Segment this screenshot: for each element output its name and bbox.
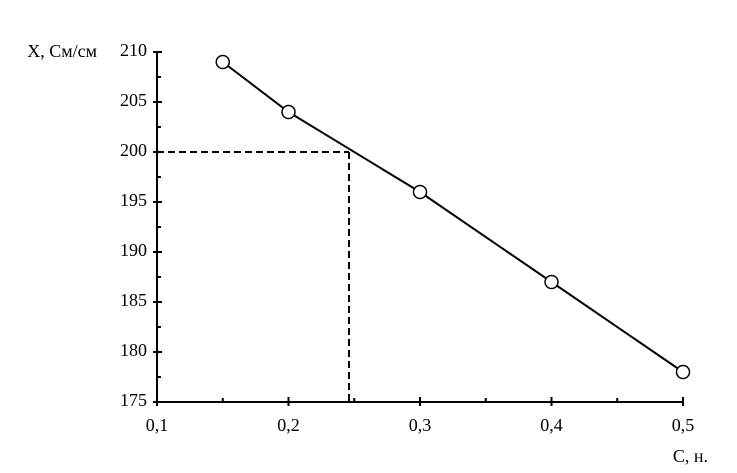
data-point <box>675 364 691 380</box>
x-tick-label: 0,4 <box>540 415 563 435</box>
x-tick-label: 0,2 <box>277 415 300 435</box>
y-tick-label: 210 <box>120 40 147 60</box>
x-tick-label: 0,3 <box>409 415 432 435</box>
y-tick-label: 195 <box>120 190 147 210</box>
x-tick-label: 0,1 <box>146 415 169 435</box>
y-tick-label: 180 <box>120 340 147 360</box>
y-axis-label: X, См/см <box>27 41 97 61</box>
y-tick-label: 175 <box>120 390 147 410</box>
data-point <box>544 274 559 290</box>
x-tick-label: 0,5 <box>672 415 695 435</box>
y-tick-label: 205 <box>120 90 147 110</box>
y-tick-label: 200 <box>120 140 147 160</box>
data-point <box>412 184 428 200</box>
data-point <box>281 104 296 120</box>
y-tick-label: 185 <box>120 290 147 310</box>
x-axis-label: C, н. <box>673 446 708 466</box>
data-point <box>215 54 230 70</box>
y-tick-label: 190 <box>120 240 147 260</box>
